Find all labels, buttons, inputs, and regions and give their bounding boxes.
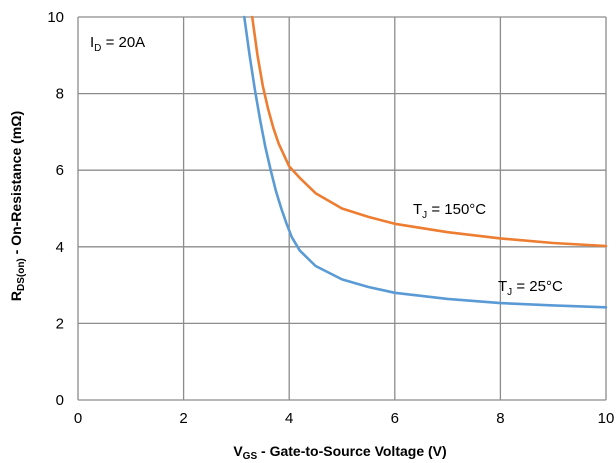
x-axis-label: VGS - Gate-to-Source Voltage (V): [233, 443, 446, 462]
condition-annotation: ID = 20A: [90, 34, 145, 54]
x-tick-label: 10: [598, 410, 615, 427]
y-tick-label: 2: [56, 315, 64, 332]
series-line-25c: [243, 15, 608, 309]
series-label-25c: TJ = 25°C: [498, 278, 563, 298]
series-group: [243, 15, 608, 309]
series-line-150c: [250, 15, 608, 248]
y-axis-label: RDS(on) - On-Resistance (mΩ): [8, 111, 27, 301]
x-tick-label: 8: [496, 410, 504, 427]
tick-labels: 0 2 4 6 8 10 0 2 4 6 8 10: [47, 9, 614, 427]
y-tick-label: 6: [56, 162, 64, 179]
y-tick-label: 0: [56, 392, 64, 409]
series-label-150c: TJ = 150°C: [413, 201, 486, 221]
grid: [77, 16, 607, 401]
x-tick-label: 6: [391, 410, 399, 427]
x-tick-label: 0: [74, 410, 82, 427]
y-tick-label: 10: [47, 9, 64, 26]
y-tick-label: 8: [56, 86, 64, 103]
x-tick-label: 2: [179, 410, 187, 427]
x-tick-label: 4: [285, 410, 293, 427]
y-tick-label: 4: [56, 239, 64, 256]
